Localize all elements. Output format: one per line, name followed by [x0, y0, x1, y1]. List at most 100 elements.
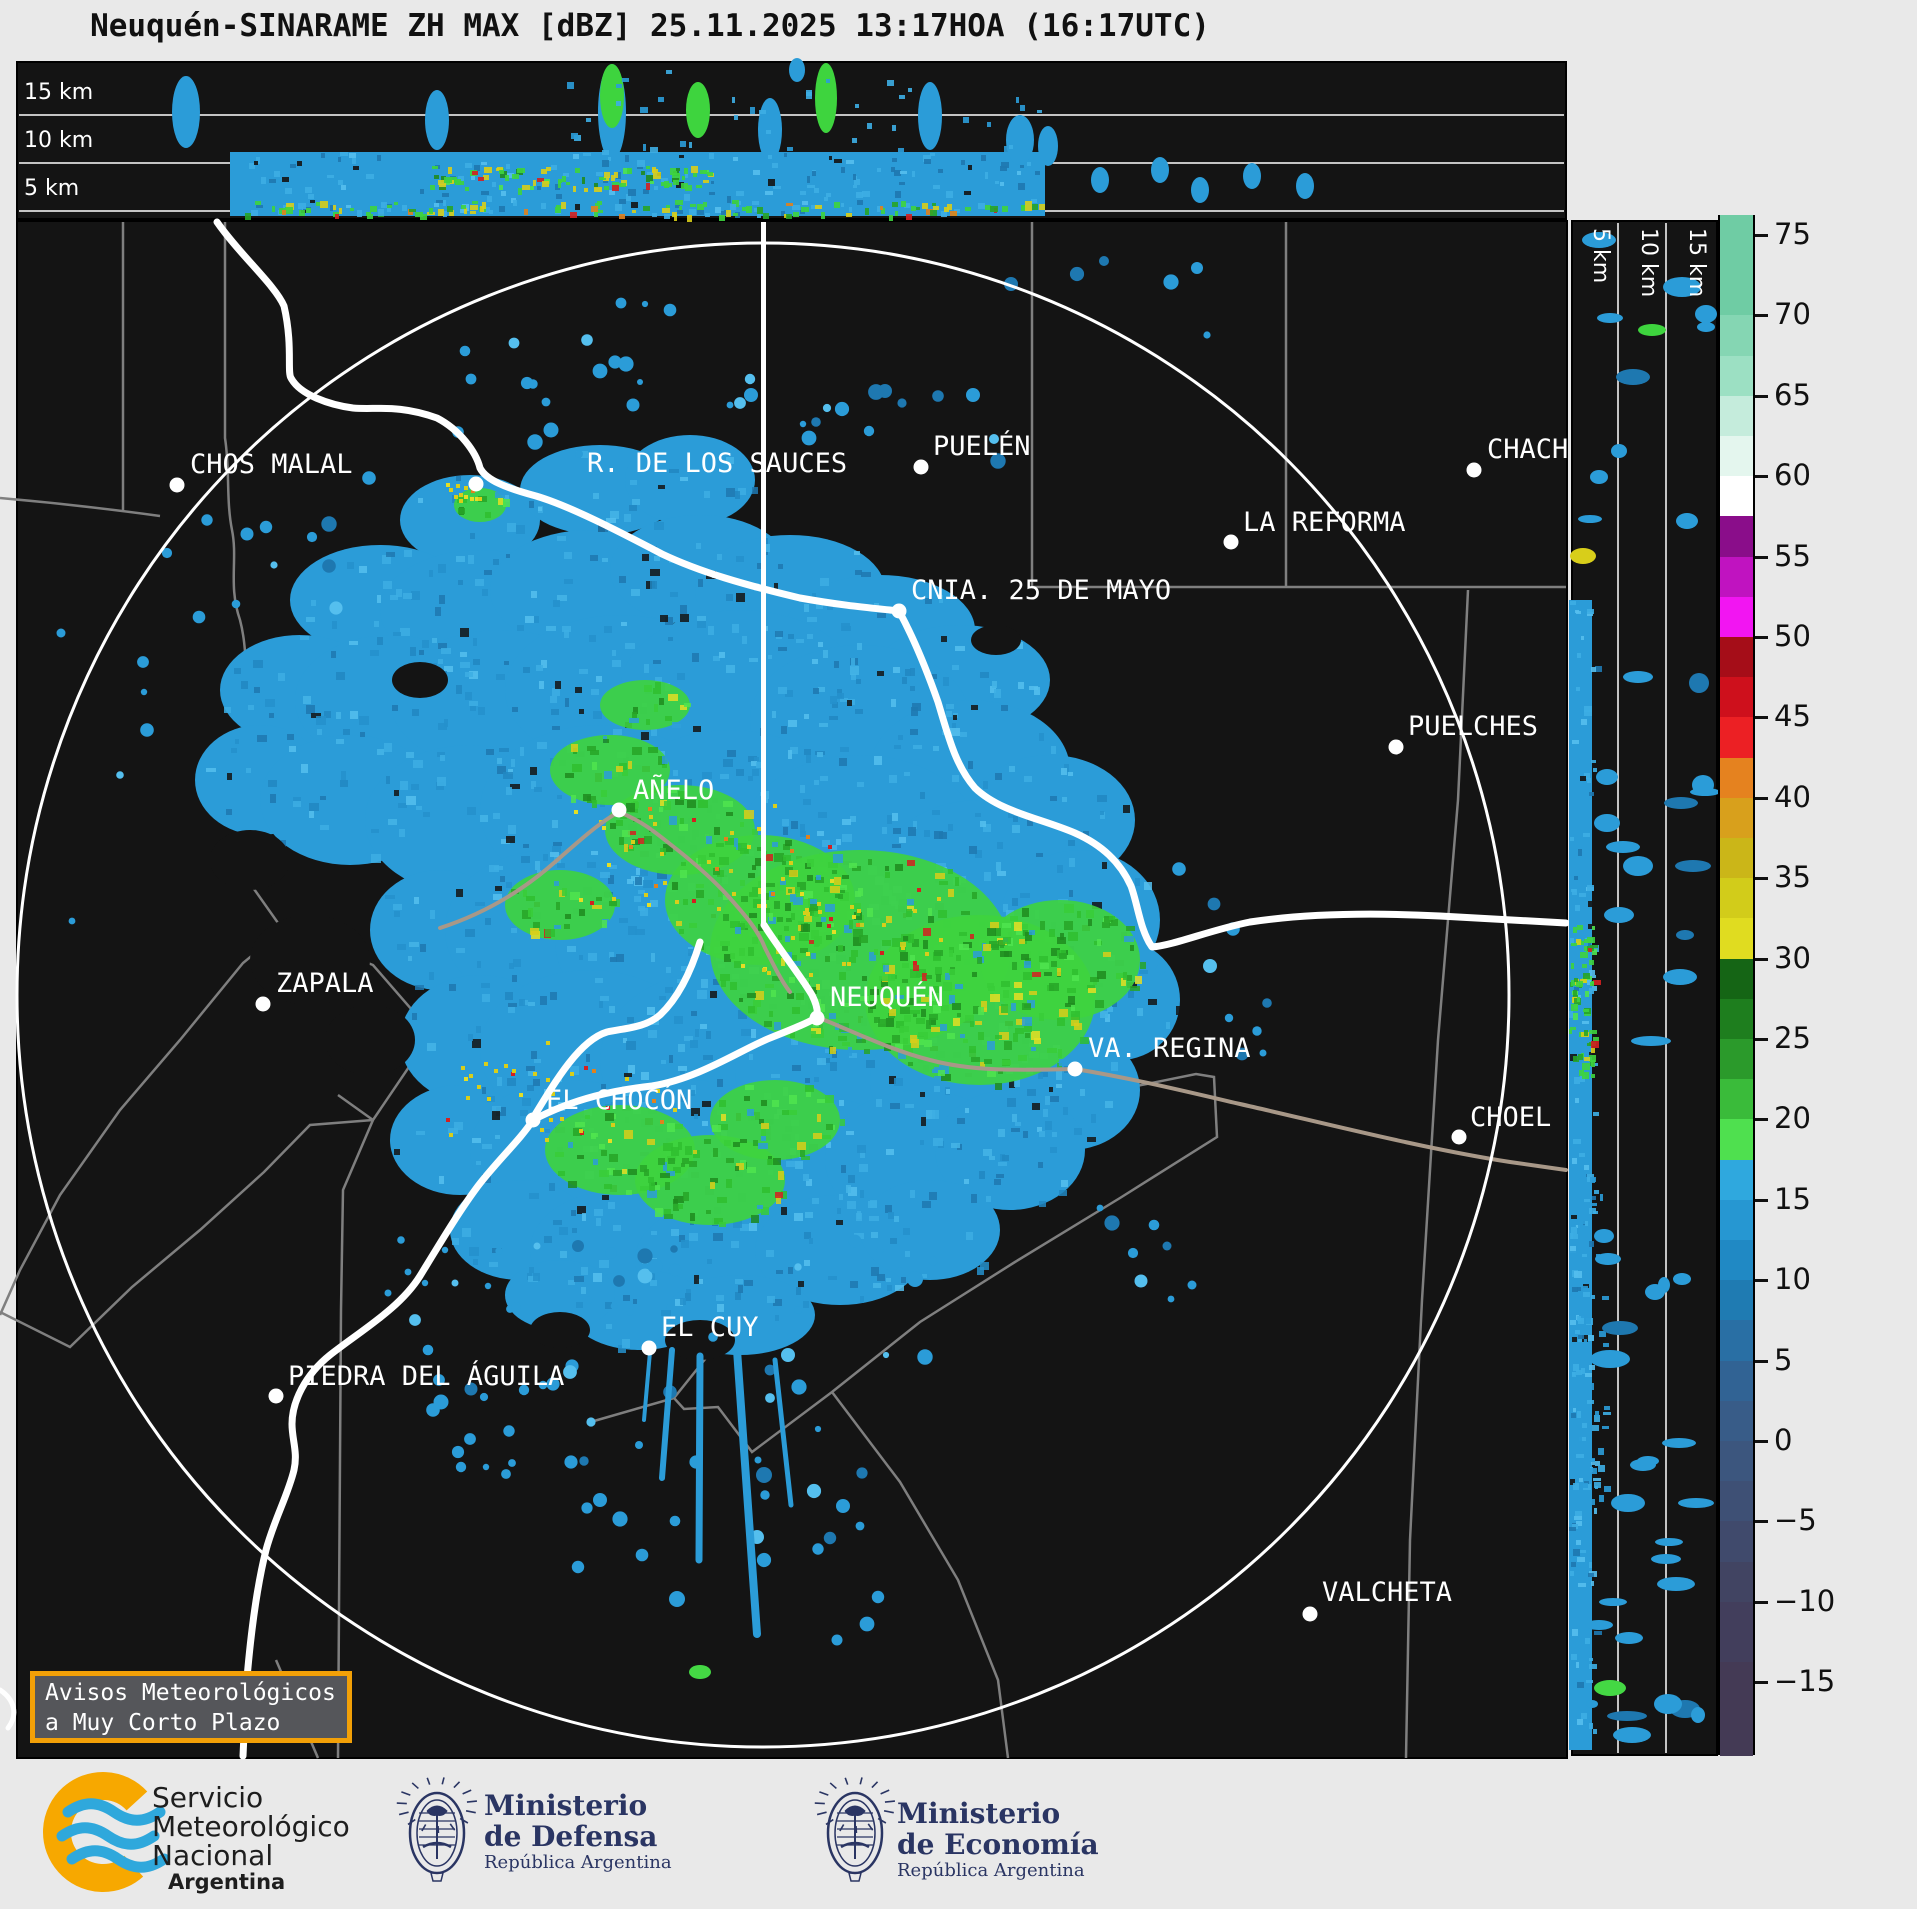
city-label: CHACH — [1487, 434, 1568, 465]
city-dot — [1067, 1061, 1083, 1077]
smn-line2: Meteorológico — [152, 1810, 350, 1843]
defensa-line3: República Argentina — [484, 1852, 672, 1873]
top-panel-label-10km: 10 km — [24, 128, 94, 153]
colorbar-segment — [1720, 516, 1753, 558]
city-label: ZAPALA — [276, 968, 374, 999]
city-dot — [891, 603, 907, 619]
economia-line2: de Economía — [897, 1828, 1099, 1861]
colorbar-segment — [1720, 797, 1753, 839]
colorbar-tick-label: 70 — [1774, 297, 1811, 332]
colorbar-segment — [1720, 878, 1753, 920]
defensa-line1: Ministerio — [484, 1789, 648, 1822]
city-label: EL CHOCÓN — [546, 1084, 692, 1116]
colorbar-segment — [1720, 395, 1753, 437]
colorbar-tick — [1755, 716, 1768, 720]
colorbar-tick — [1755, 957, 1768, 961]
colorbar-segment — [1720, 315, 1753, 357]
admin-borders — [0, 222, 1566, 1759]
colorbar-segment — [1720, 1662, 1753, 1756]
right-panel-label-5km: 5 km — [1588, 228, 1613, 284]
colorbar-tick-label: −5 — [1774, 1503, 1817, 1538]
warning-box-line2: a Muy Corto Plazo — [45, 1710, 281, 1736]
economia-line3: República Argentina — [897, 1860, 1085, 1881]
warning-box-line1: Avisos Meteorológicos — [45, 1680, 336, 1706]
smn-country: Argentina — [168, 1870, 286, 1894]
defensa-line2: de Defensa — [484, 1820, 658, 1853]
colorbar-tick — [1755, 1279, 1768, 1283]
colorbar-tick — [1755, 1198, 1768, 1202]
city-dot — [525, 1112, 541, 1128]
colorbar-tick — [1755, 1681, 1768, 1685]
city-label: CHOS MALAL — [190, 449, 353, 480]
colorbar-segment — [1720, 717, 1753, 759]
product-title: Neuquén-SINARAME ZH MAX [dBZ] 25.11.2025… — [90, 8, 1210, 44]
colorbar-tick-label: 5 — [1774, 1342, 1793, 1377]
right-panel-label-10km: 10 km — [1636, 228, 1661, 298]
city-dot — [169, 477, 185, 493]
city-label: VALCHETA — [1322, 1577, 1452, 1608]
colorbar-segment — [1720, 677, 1753, 719]
city-dot — [1302, 1606, 1318, 1622]
city-dot — [1388, 739, 1404, 755]
colorbar-tick-label: −10 — [1774, 1583, 1836, 1618]
river-tan — [438, 809, 1568, 1172]
city-dot — [268, 1388, 284, 1404]
city-label: VA. REGINA — [1088, 1033, 1251, 1064]
colorbar-tick — [1755, 1520, 1768, 1524]
colorbar-tick — [1755, 555, 1768, 559]
colorbar-segment — [1720, 637, 1753, 679]
colorbar-tick-label: 65 — [1774, 377, 1811, 412]
colorbar-segment — [1720, 1280, 1753, 1322]
colorbar-tick — [1755, 796, 1768, 800]
city-dot — [255, 996, 271, 1012]
warning-box: Avisos Meteorológicos a Muy Corto Plazo — [30, 1671, 352, 1743]
colorbar-segment — [1720, 556, 1753, 598]
colorbar-tick — [1755, 636, 1768, 639]
city-dot — [1466, 462, 1482, 478]
colorbar-tick-label: 45 — [1774, 699, 1811, 734]
river-white — [0, 218, 1570, 1760]
colorbar-tick-label: 55 — [1774, 538, 1811, 573]
city-label: CNIA. 25 DE MAYO — [911, 575, 1171, 606]
top-panel-label-15km: 15 km — [24, 80, 94, 105]
colorbar-segment — [1720, 838, 1753, 880]
city-dot — [809, 1010, 825, 1026]
colorbar-segment — [1720, 355, 1753, 397]
colorbar-tick-label: 60 — [1774, 458, 1811, 493]
colorbar-segment — [1720, 476, 1753, 518]
economia-coat-of-arms — [814, 1777, 896, 1882]
colorbar-tick-label: 35 — [1774, 860, 1811, 895]
colorbar-tick-label: 40 — [1774, 779, 1811, 814]
colorbar-segment — [1720, 1441, 1753, 1483]
colorbar-tick — [1755, 1600, 1768, 1604]
colorbar-segment — [1720, 1039, 1753, 1081]
city-dot — [1451, 1129, 1467, 1145]
top-panel-echoes — [172, 58, 1314, 222]
footer-logos — [43, 1772, 896, 1892]
colorbar-tick — [1755, 1440, 1768, 1443]
city-label: EL CUY — [661, 1312, 759, 1343]
right-panel-echoes — [1569, 232, 1720, 1750]
colorbar-tick — [1755, 314, 1768, 318]
right-panel-label-15km: 15 km — [1684, 228, 1709, 298]
smn-logo-text: Servicio Meteorológico Nacional Argentin… — [152, 1783, 350, 1894]
colorbar-segment — [1720, 1320, 1753, 1362]
city-label: PIEDRA DEL ÁGUILA — [288, 1360, 564, 1392]
city-label: PUELCHES — [1408, 711, 1538, 742]
city-label: LA REFORMA — [1243, 507, 1406, 538]
colorbar-segment — [1720, 1199, 1753, 1241]
city-dot — [641, 1340, 657, 1356]
cross-section-line — [761, 222, 766, 925]
colorbar-tick-label: 10 — [1774, 1262, 1811, 1297]
colorbar-tick — [1755, 877, 1768, 881]
colorbar-tick-label: 15 — [1774, 1181, 1811, 1216]
colorbar-segment — [1720, 757, 1753, 799]
colorbar-segment — [1720, 1601, 1753, 1664]
economia-line1: Ministerio — [897, 1797, 1061, 1830]
colorbar-tick-label: 20 — [1774, 1101, 1811, 1136]
colorbar-segment — [1720, 998, 1753, 1040]
smn-logo-wave — [66, 1845, 170, 1873]
city-dot — [468, 476, 484, 492]
